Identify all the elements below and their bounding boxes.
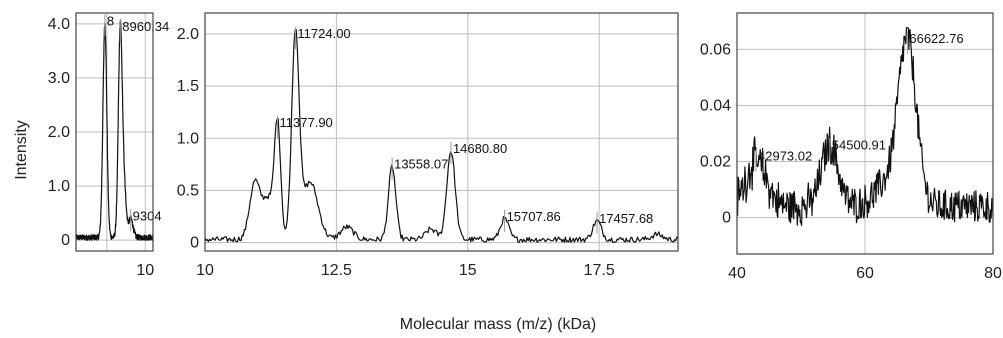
spectrum-trace-left <box>75 19 154 241</box>
y-tick-label: 0 <box>722 210 731 227</box>
y-tick-label: 0 <box>61 232 70 249</box>
peak-label: 8 <box>107 14 114 29</box>
panel-frame <box>204 12 679 252</box>
x-tick-label: 10 <box>136 262 154 279</box>
x-axis-title: Molecular mass (m/z) (kDa) <box>400 316 596 333</box>
peak-label: 8960.34 <box>122 19 169 34</box>
panel-frame <box>75 12 154 252</box>
peak-label: 15707.86 <box>507 209 561 224</box>
y-tick-label: 1.0 <box>48 178 70 195</box>
x-tick-label: 15 <box>459 262 477 279</box>
y-tick-label: 1.0 <box>177 130 199 147</box>
spectrum-trace-middle <box>204 29 679 243</box>
x-tick-label: 10 <box>196 262 214 279</box>
peak-label: 11377.90 <box>280 115 333 130</box>
x-tick-label: 60 <box>856 265 874 282</box>
y-tick-label: 4.0 <box>48 16 70 33</box>
peak-label: 42973.02 <box>758 149 812 164</box>
panel-left: 8 8960.34 9304 10 0 1.0 2.0 3.0 4.0 <box>48 12 169 279</box>
x-tick-label: 40 <box>728 265 746 282</box>
y-tick-label: 2.0 <box>177 26 199 43</box>
x-tick-label: 12.5 <box>321 262 352 279</box>
peak-label: 14680.80 <box>453 141 507 156</box>
spectrum-trace-right <box>736 27 994 227</box>
panel-middle: 11724.00 11377.90 14680.80 13558.07 15707.86… <box>177 12 679 279</box>
peak-label: 17457.68 <box>599 211 653 226</box>
peak-label: 11724.00 <box>297 26 350 41</box>
y-tick-label: 3.0 <box>48 70 70 87</box>
x-tick-label: 80 <box>984 265 1002 282</box>
panel-frame <box>736 12 994 255</box>
y-tick-label: 0 <box>190 235 199 252</box>
y-tick-label: 0.5 <box>177 182 199 199</box>
y-tick-label: 1.5 <box>177 78 199 95</box>
y-tick-label: 0.04 <box>700 97 731 114</box>
x-tick-label: 17.5 <box>584 262 615 279</box>
y-tick-label: 0.02 <box>700 154 731 171</box>
peak-label: 66622.76 <box>909 31 963 46</box>
y-tick-label: 0.06 <box>700 41 731 58</box>
y-axis-title: Intensity <box>13 120 30 180</box>
y-tick-label: 2.0 <box>48 124 70 141</box>
peak-label: 54500.91 <box>832 137 886 152</box>
peak-label: 13558.07 <box>394 157 448 172</box>
peak-label: 9304 <box>133 208 162 223</box>
panel-right: 42973.02 54500.91 66622.76 40 60 80 0 0.02 0.04 0… <box>700 12 1002 282</box>
